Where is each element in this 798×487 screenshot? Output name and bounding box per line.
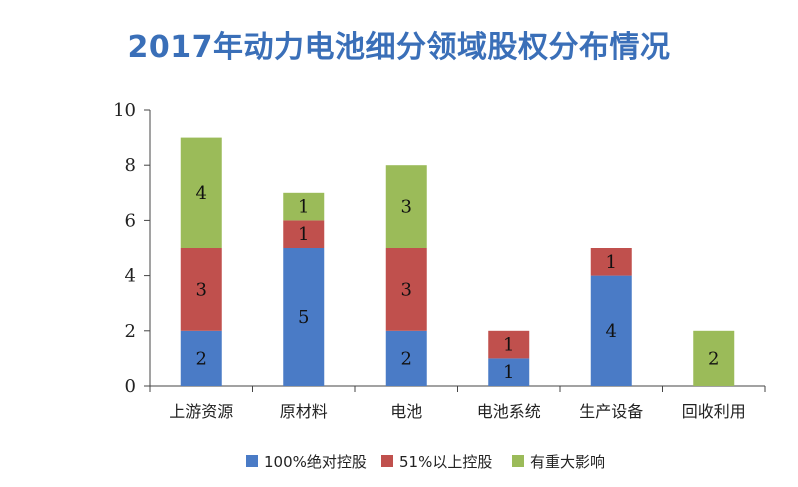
y-tick-label: 8 <box>125 155 136 176</box>
y-tick-label: 4 <box>125 266 136 287</box>
bar-segment <box>590 248 632 276</box>
legend-label: 100%绝对控股 <box>264 453 367 471</box>
data-label: 1 <box>606 252 617 273</box>
bars <box>180 137 735 386</box>
bar-segment <box>283 192 325 221</box>
bar-segment <box>283 220 325 248</box>
bar-segment <box>693 330 735 386</box>
y-tick-label: 0 <box>125 376 136 397</box>
x-category-label: 回收利用 <box>682 402 746 421</box>
y-tick-label: 6 <box>125 210 136 231</box>
x-category-label: 上游资源 <box>169 402 233 421</box>
bar-segment <box>590 275 632 386</box>
x-category-label: 生产设备 <box>579 402 643 421</box>
data-label: 4 <box>196 183 207 204</box>
bar-segment <box>180 248 222 331</box>
bar-segment <box>283 248 325 386</box>
axes: 0 2 4 6 8 10 上游资源 原材料 电池 电池系统 生产设备 回收利用 <box>113 100 766 421</box>
x-category-label: 原材料 <box>280 402 328 421</box>
bar-segment <box>385 330 427 386</box>
legend: 100%绝对控股 51%以上控股 有重大影响 <box>246 453 605 471</box>
legend-label: 51%以上控股 <box>399 453 492 471</box>
y-tick-label: 2 <box>125 321 136 342</box>
data-label: 2 <box>196 348 207 369</box>
data-labels: 2 3 4 5 1 1 2 3 3 1 1 4 1 2 <box>196 183 720 383</box>
legend-swatch <box>512 455 524 467</box>
data-label: 1 <box>298 224 309 245</box>
chart-title: 2017年动力电池细分领域股权分布情况 <box>127 30 671 65</box>
bar-segment <box>180 330 222 386</box>
legend-swatch <box>246 455 258 467</box>
bar-segment <box>385 248 427 331</box>
bar-segment <box>488 330 530 359</box>
x-category-label: 电池 <box>390 402 422 421</box>
legend-swatch <box>381 455 393 467</box>
x-category-label: 电池系统 <box>477 402 541 421</box>
data-label: 1 <box>298 197 309 218</box>
data-label: 3 <box>196 279 207 300</box>
bar-segment <box>488 358 530 386</box>
data-label: 5 <box>298 307 309 328</box>
data-label: 1 <box>503 335 514 356</box>
legend-label: 有重大影响 <box>530 453 605 471</box>
data-label: 2 <box>708 348 719 369</box>
data-label: 1 <box>503 362 514 383</box>
data-label: 2 <box>401 348 412 369</box>
y-tick-label: 10 <box>113 100 136 121</box>
data-label: 3 <box>401 197 412 218</box>
bar-segment <box>385 165 427 248</box>
data-label: 4 <box>606 321 617 342</box>
bar-segment <box>180 137 222 248</box>
data-label: 3 <box>401 279 412 300</box>
